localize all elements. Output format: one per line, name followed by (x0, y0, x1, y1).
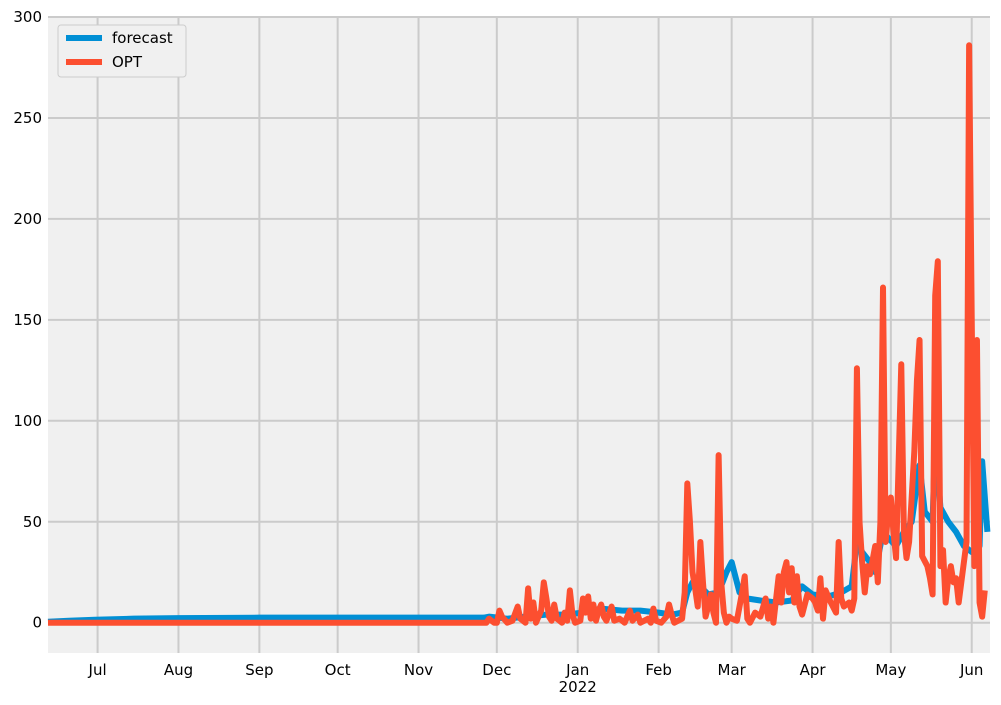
x-tick-label: Feb (645, 661, 672, 679)
series-line-opt (48, 42, 988, 626)
y-tick-label: 100 (13, 412, 42, 430)
x-tick-label: Jul (88, 661, 107, 679)
x-tick-label: May (875, 661, 906, 679)
y-axis-ticks: 0 50 100 150 200 250 300 (13, 8, 42, 632)
x-tick-label: Sep (245, 661, 273, 679)
plot-area (48, 17, 990, 653)
x-axis-ticks: Jul Aug Sep Oct Nov Dec Jan Feb Mar Apr May Jun (88, 661, 984, 679)
x-tick-label: Oct (325, 661, 351, 679)
y-tick-label: 250 (13, 109, 42, 127)
y-tick-label: 200 (13, 210, 42, 228)
x-tick-label: Jun (959, 661, 983, 679)
legend-label-opt: OPT (112, 53, 143, 71)
y-tick-label: 0 (32, 614, 42, 632)
y-tick-label: 150 (13, 311, 42, 329)
x-tick-label: Aug (164, 661, 193, 679)
x-axis-year-label: 2022 (559, 678, 597, 696)
legend: forecast OPT (57, 24, 187, 78)
y-tick-label: 300 (13, 8, 42, 26)
x-tick-label: Jan (565, 661, 589, 679)
y-tick-label: 50 (23, 513, 42, 531)
x-tick-label: Apr (800, 661, 827, 679)
series-lines (47, 42, 991, 626)
x-tick-label: Mar (718, 661, 747, 679)
legend-label-forecast: forecast (112, 29, 173, 47)
x-tick-label: Nov (404, 661, 433, 679)
x-tick-label: Dec (482, 661, 511, 679)
